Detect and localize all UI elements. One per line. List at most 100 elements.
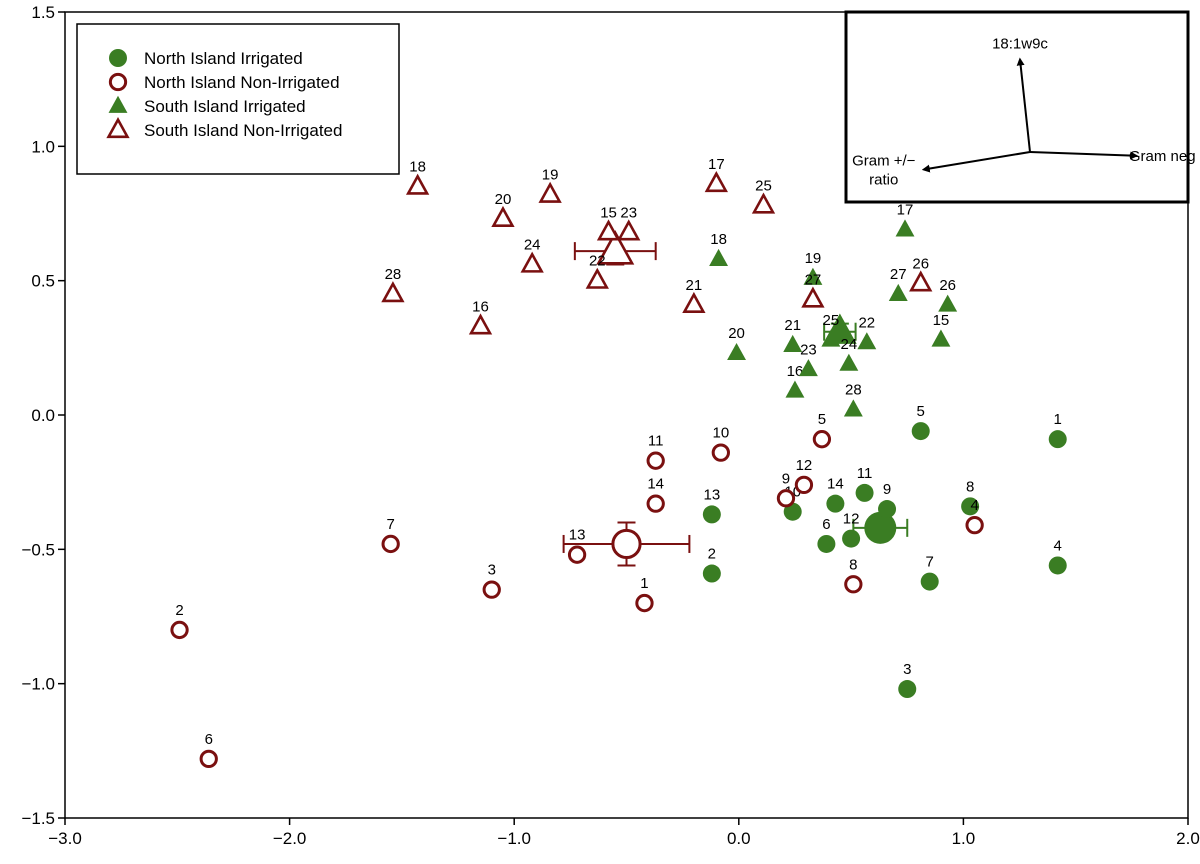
data-point [817,534,836,553]
point-label: 15 [933,312,950,329]
legend-marker [108,95,128,113]
data-point [843,399,863,417]
point-label: 11 [648,433,664,450]
group-mean [573,230,657,266]
data-point [911,422,930,441]
point-label: 15 [600,204,617,221]
data-point [812,430,832,449]
point-label: 9 [883,481,891,498]
point-label: 27 [890,266,907,283]
data-point [702,505,721,524]
point-label: 9 [782,470,790,487]
data-point [520,251,544,273]
x-tick-label: 1.0 [952,829,976,848]
point-label: 2 [175,602,183,619]
point-label: 26 [939,277,956,294]
point-label: 17 [708,156,725,173]
mean-marker [611,528,642,560]
data-point [646,451,665,470]
data-point [170,620,189,640]
point-label: 20 [495,191,512,208]
data-point [596,219,621,241]
data-point [898,680,917,699]
point-label: 16 [787,363,804,380]
point-label: 20 [728,325,745,342]
legend-label: North Island Non-Irrigated [144,73,340,92]
mean-marker [864,511,897,544]
legend-label: North Island Irrigated [144,49,303,68]
point-label: 21 [784,317,801,334]
point-label: 17 [897,202,914,219]
data-point [803,267,823,285]
x-tick-label: −2.0 [273,829,307,848]
point-label: 19 [542,167,559,184]
data-point [711,443,730,462]
loading-vector [921,151,1031,173]
vector-label: ratio [869,172,898,189]
point-label: 3 [488,562,496,579]
data-point [199,749,218,769]
point-label: 18 [710,231,727,248]
data-point [801,286,825,308]
point-label: 27 [805,271,822,288]
data-point [567,545,587,564]
mean-marker [596,230,635,265]
data-point [844,575,863,594]
legend-item: North Island Non-Irrigated [108,72,340,92]
point-label: 19 [805,250,822,267]
loading-vectors-inset: 18:1w9c Gram neg Gram +/− ratio [844,10,1196,204]
data-point [878,500,897,519]
data-point [646,494,665,513]
loading-vector [1016,57,1031,153]
axes: −3.0 −2.0 −1.0 0.0 1.0 2.0 1.5 1.0 0.5 0.0 −0.5 −1.… [21,3,1199,848]
data-point [381,281,405,303]
point-label: 21 [686,277,703,294]
data-point [798,359,818,377]
point-label: 22 [858,314,875,331]
data-point [938,294,958,312]
point-label: 12 [796,457,813,474]
legend-item: North Island Irrigated [109,49,303,68]
data-point [839,353,859,371]
point-label: 16 [472,298,489,315]
legend-item: South Island Irrigated [108,95,306,116]
y-tick-label: −0.5 [21,540,55,559]
data-point [920,572,939,591]
legend: North Island Irrigated North Island Non-I… [76,23,400,175]
y-tick-label: 1.0 [31,137,55,156]
point-label: 14 [827,476,844,493]
data-point [857,332,877,350]
point-label: 3 [903,661,911,678]
y-tick-label: 0.0 [31,406,55,425]
data-point [931,329,951,347]
point-label: 13 [569,527,586,544]
point-label: 11 [857,465,873,482]
point-label: 7 [926,554,934,571]
data-point [842,529,861,548]
legend-item: South Island Non-Irrigated [106,117,342,140]
data-point [491,205,515,228]
point-label: 23 [620,204,637,221]
legend-label: South Island Non-Irrigated [144,121,342,140]
point-label: 28 [385,266,402,283]
vector-label: Gram neg [1129,148,1196,165]
data-point [482,580,501,599]
data-point [585,267,609,289]
point-label: 18 [409,159,426,176]
legend-box [76,23,400,175]
point-label: 23 [800,341,817,358]
data-point [855,483,874,502]
data-point [895,219,915,237]
legend-label: South Island Irrigated [144,97,306,116]
point-label: 12 [843,511,860,528]
point-label: 14 [647,476,664,493]
data-point [783,334,803,352]
point-label: 8 [966,478,974,495]
data-point [727,342,747,361]
data-point [909,270,933,292]
data-point [538,181,562,203]
data-point [821,329,841,347]
loading-vector [1029,151,1139,160]
point-label: 1 [640,575,648,592]
data-point [751,192,776,214]
